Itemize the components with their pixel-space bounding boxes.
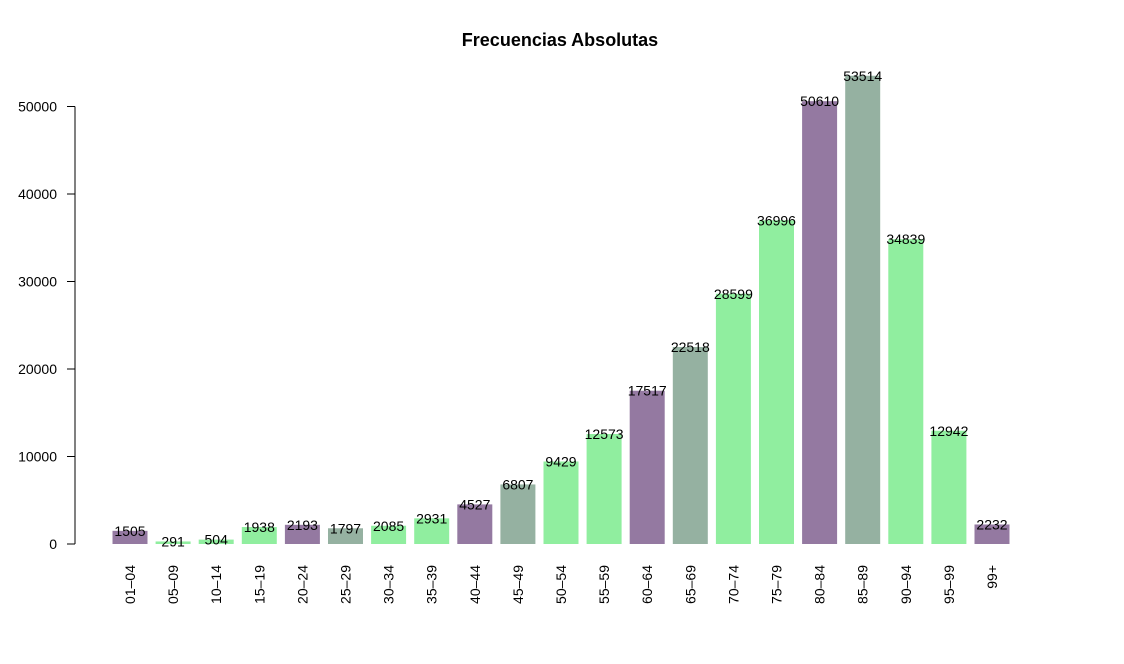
bar [543,461,579,544]
data-label: 12573 [585,426,624,442]
bar [974,524,1010,544]
data-label: 6807 [502,476,533,492]
data-label: 1797 [330,520,361,536]
x-category-label: 95–99 [941,565,957,604]
x-category-label: 55–59 [596,565,612,604]
bar [931,430,967,544]
x-category-label: 65–69 [682,565,698,604]
data-label: 17517 [628,383,667,399]
x-category-label: 45–49 [510,565,526,604]
bar [802,101,838,544]
x-category-label: 20–24 [294,565,310,604]
bar [629,390,665,544]
x-category-label: 35–39 [424,565,440,604]
data-label: 1938 [244,519,275,535]
bar [586,433,622,544]
x-category-label: 25–29 [338,565,354,604]
bars-group [112,75,1010,544]
bar [112,530,148,544]
x-category-label: 50–54 [553,565,569,604]
data-label: 2232 [976,516,1007,532]
x-category-label: 90–94 [898,565,914,604]
y-tick-label: 40000 [18,186,57,202]
data-label: 291 [161,533,185,549]
data-label: 22518 [671,339,710,355]
data-label: 2085 [373,518,404,534]
bar [241,527,277,544]
data-label: 504 [205,532,229,548]
data-label: 36996 [757,212,796,228]
y-tick-label: 30000 [18,274,57,290]
data-label: 9429 [545,454,576,470]
y-tick-label: 10000 [18,449,57,465]
x-category-label: 01–04 [122,565,138,604]
bar [284,524,320,544]
data-label: 50610 [800,93,839,109]
x-category-label: 80–84 [812,565,828,604]
x-category-label: 40–44 [467,565,483,604]
y-axis: 0 10000 20000 30000 40000 50000 [18,99,76,552]
x-category-label: 60–64 [639,565,655,604]
x-category-label: 99+ [984,565,1000,589]
x-category-label: 75–79 [769,565,785,604]
bar [371,525,407,544]
y-tick-label: 50000 [18,99,57,115]
y-tick-label: 0 [49,536,57,552]
x-category-label: 05–09 [165,565,181,604]
bar [198,539,234,544]
bar [457,504,493,544]
data-label: 1505 [114,523,145,539]
bar [715,293,751,544]
bar [845,75,881,544]
data-label: 34839 [886,231,925,247]
bar [500,484,536,544]
data-label: 2193 [287,517,318,533]
bar [414,518,450,544]
data-label: 12942 [929,423,968,439]
bar [155,541,191,544]
bar [328,528,363,544]
bar [888,239,924,544]
x-category-label: 85–89 [855,565,871,604]
bar [759,220,794,544]
x-category-label: 10–14 [208,565,224,604]
data-label: 53514 [843,68,882,84]
x-axis-labels-group: 01–04 05–09 10–14 15–19 20–24 25–29 30–34 35–39… [122,565,1000,604]
data-label: 2931 [416,510,447,526]
x-category-label: 70–74 [725,565,741,604]
x-category-label: 30–34 [381,565,397,604]
data-label: 4527 [459,496,490,512]
data-labels-group: 1505 291 504 1938 2193 1797 2085 2931 4527 6807 94… [114,68,1007,550]
data-label: 28599 [714,286,753,302]
chart-title: Frecuencias Absolutas [462,30,658,50]
x-category-label: 15–19 [251,565,267,604]
bar [672,346,708,544]
y-tick-label: 20000 [18,361,57,377]
